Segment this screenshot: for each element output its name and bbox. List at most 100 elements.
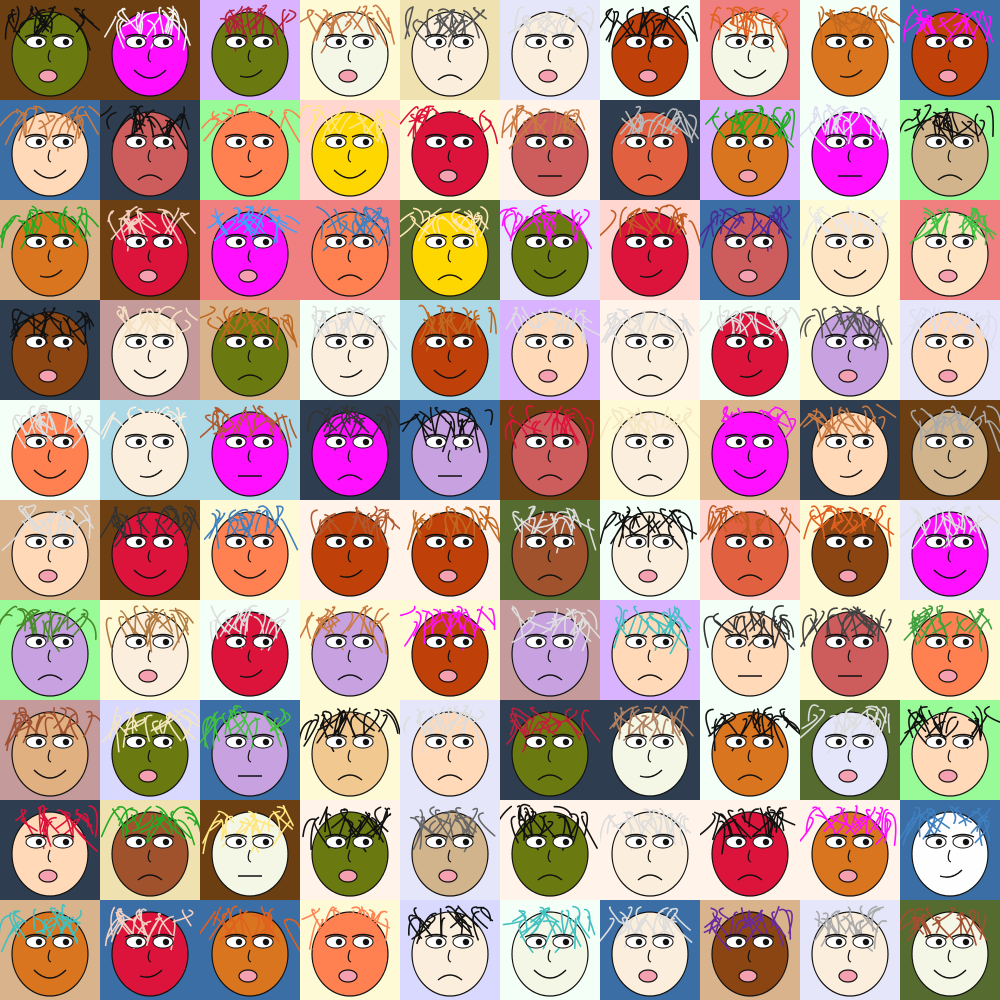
mouth-smile [33, 769, 67, 779]
hair [200, 705, 291, 750]
left-pupil [135, 238, 143, 246]
right-pupil [62, 738, 70, 746]
left-pupil [235, 638, 243, 646]
nose [347, 249, 352, 263]
nose [947, 149, 952, 163]
nose [847, 649, 852, 663]
left-pupil [935, 138, 943, 146]
left-eyelid [424, 533, 448, 538]
right-eyelid [851, 533, 875, 538]
right-pupil [62, 38, 70, 46]
head [11, 911, 89, 997]
right-pupil [162, 138, 170, 146]
head [211, 511, 289, 597]
hair [600, 906, 693, 951]
right-eyelid [151, 33, 175, 38]
hair [316, 206, 391, 252]
hair [600, 506, 697, 550]
head [711, 511, 789, 597]
left-eyelid [24, 533, 48, 538]
left-eyelid [324, 433, 348, 438]
right-eyelid [951, 833, 975, 838]
eyes [524, 433, 575, 449]
eyes [724, 133, 775, 149]
eyes [924, 733, 975, 749]
eyes [524, 233, 575, 249]
eyes [724, 333, 775, 349]
face-tile [400, 900, 500, 1000]
right-pupil [462, 838, 470, 846]
left-eyelid [424, 333, 448, 338]
face-tile [100, 100, 200, 200]
nose [447, 349, 452, 363]
right-eyelid [551, 733, 575, 738]
left-pupil [335, 338, 343, 346]
nose [647, 749, 652, 763]
face-tile [500, 900, 600, 1000]
hair [909, 207, 997, 248]
mouth-open [238, 269, 258, 283]
hair [705, 105, 796, 148]
eyes [724, 733, 775, 749]
left-eyelid [24, 633, 48, 638]
left-pupil [335, 438, 343, 446]
mouth-smirk [239, 669, 263, 678]
hair [601, 308, 695, 352]
right-pupil [262, 638, 270, 646]
right-pupil [762, 338, 770, 346]
nose [647, 149, 652, 163]
eyes [524, 833, 575, 849]
left-pupil [535, 338, 543, 346]
head [611, 111, 689, 197]
face-tile [200, 700, 300, 800]
eyes [224, 633, 275, 649]
nose [647, 249, 652, 263]
right-eyelid [351, 533, 375, 538]
right-eyelid [451, 733, 475, 738]
left-eyelid [824, 533, 848, 538]
right-eyelid [351, 733, 375, 738]
head [911, 411, 989, 497]
left-pupil [35, 238, 43, 246]
face-tile [100, 0, 200, 100]
eyes [824, 733, 875, 749]
right-eyelid [51, 933, 75, 938]
head [611, 711, 689, 797]
left-eyelid [824, 333, 848, 338]
left-pupil [35, 538, 43, 546]
face-tile [600, 700, 700, 800]
face-tile [0, 800, 100, 900]
nose [147, 849, 152, 863]
mouth-frown [437, 974, 463, 981]
left-pupil [935, 938, 943, 946]
mouth-open [338, 969, 358, 983]
hair [900, 907, 988, 947]
hair [409, 806, 496, 853]
face-tile [300, 500, 400, 600]
eyes [824, 33, 875, 49]
eyes [624, 933, 675, 949]
right-pupil [762, 238, 770, 246]
nose [47, 849, 52, 863]
right-eyelid [51, 833, 75, 838]
right-pupil [362, 238, 370, 246]
head [511, 111, 589, 197]
eyes [424, 633, 475, 649]
left-pupil [535, 238, 543, 246]
hair [201, 103, 300, 153]
eyes [124, 633, 175, 649]
right-eyelid [851, 633, 875, 638]
face-tile [0, 200, 100, 300]
face-tile [700, 100, 800, 200]
eyes [124, 533, 175, 549]
right-pupil [662, 738, 670, 746]
hair [700, 205, 792, 252]
nose [447, 249, 452, 263]
left-pupil [635, 38, 643, 46]
face-tile [300, 700, 400, 800]
mouth-frown [537, 774, 563, 781]
eyes [624, 533, 675, 549]
nose [247, 249, 252, 263]
eyes [124, 133, 175, 149]
right-eyelid [351, 433, 375, 438]
